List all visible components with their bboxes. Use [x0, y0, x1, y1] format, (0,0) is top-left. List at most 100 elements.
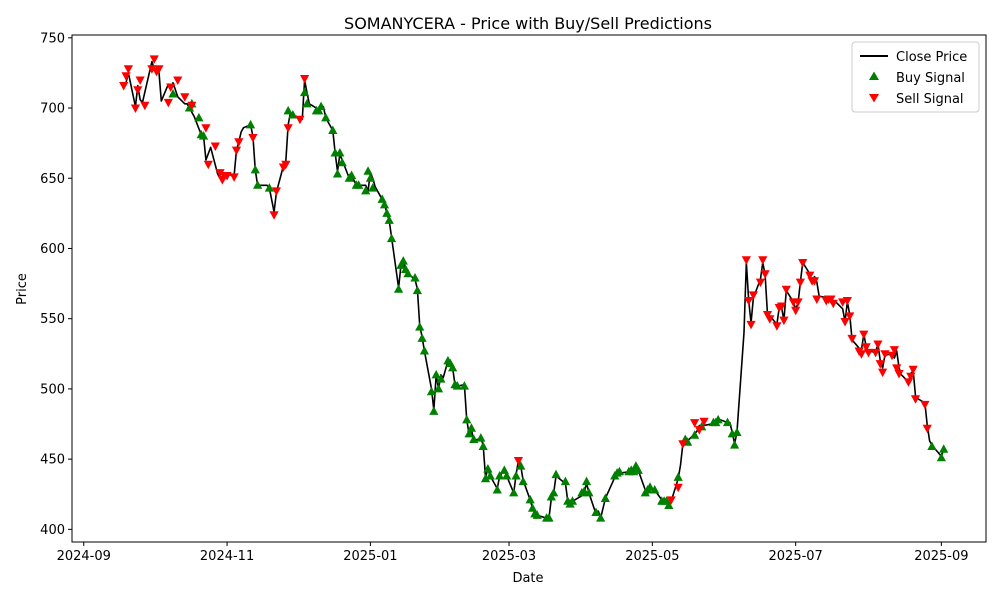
buy-signal-marker: [194, 112, 204, 122]
sell-signal-marker: [880, 350, 890, 359]
buy-signal-marker: [939, 444, 949, 453]
sell-signal-marker: [779, 316, 789, 326]
sell-signal-marker: [269, 211, 279, 220]
y-tick-label: 450: [40, 453, 65, 468]
sell-signal-marker: [878, 368, 888, 378]
sell-signal-marker: [859, 330, 869, 340]
sell-signal-marker: [231, 146, 242, 156]
buy-signal-marker: [732, 427, 742, 436]
sell-signal-marker: [215, 169, 225, 178]
sell-signal-marker: [875, 360, 885, 369]
sell-signal-marker: [149, 55, 159, 64]
sell-signal-marker: [908, 365, 918, 375]
sell-signal-marker: [765, 315, 775, 324]
sell-signal-marker: [283, 124, 293, 133]
buy-signal-marker: [485, 470, 495, 480]
buy-signal-marker: [354, 180, 364, 189]
buy-signal-marker: [335, 147, 345, 157]
buy-signal-marker: [433, 383, 444, 393]
y-tick-label: 500: [40, 382, 65, 397]
x-tick-label: 2024-09: [57, 549, 111, 564]
sell-signal-marker: [910, 395, 921, 404]
buy-signal-marker: [412, 285, 422, 295]
buy-signal-marker: [551, 469, 561, 479]
buy-signal-marker: [253, 180, 263, 189]
y-tick-label: 600: [40, 242, 65, 257]
x-tick-label: 2025-01: [343, 549, 397, 564]
sell-signal-marker: [889, 346, 899, 355]
buy-signal-marker: [448, 362, 458, 372]
buy-signal-marker: [393, 284, 404, 293]
sell-signal-marker: [234, 138, 244, 147]
buy-signal-marker: [245, 119, 256, 129]
x-tick-label: 2025-05: [625, 549, 679, 564]
sell-signal-marker: [173, 76, 183, 85]
sell-signal-marker: [121, 72, 131, 81]
buy-signal-marker: [633, 465, 643, 474]
buy-signal-marker: [480, 473, 491, 483]
sell-signal-marker: [690, 419, 700, 428]
sell-signal-marker: [201, 124, 211, 133]
sell-signal-marker: [248, 134, 258, 143]
buy-signal-marker: [729, 440, 740, 449]
buy-signal-marker: [544, 513, 554, 522]
sell-signal-marker: [140, 101, 150, 111]
buy-signal-marker: [264, 183, 274, 192]
buy-signal-marker: [365, 173, 376, 182]
sell-signal-marker: [741, 256, 751, 265]
legend-box: [851, 41, 980, 113]
buy-signal-marker: [382, 208, 392, 217]
sell-signal-marker: [678, 440, 688, 449]
sell-signal-marker: [847, 334, 857, 344]
sell-signal-marker: [130, 104, 141, 114]
sell-signal-marker: [746, 320, 756, 330]
sell-signal-marker: [873, 340, 883, 349]
buy-signal-marker: [321, 112, 331, 122]
x-tick-label: 2025-03: [482, 549, 536, 564]
x-tick-label: 2024-11: [200, 549, 254, 564]
sell-signal-marker: [920, 400, 930, 410]
buy-signal-marker: [464, 428, 474, 438]
buy-signal-marker: [426, 386, 437, 396]
sell-signal-marker: [180, 93, 190, 102]
buy-signal-marker: [452, 381, 462, 390]
buy-signal-marker: [525, 494, 535, 504]
sell-signal-marker: [856, 350, 867, 359]
sell-signal-marker: [673, 483, 683, 493]
sell-signal-marker: [812, 295, 822, 305]
buy-signal-marker: [549, 487, 559, 497]
y-axis-label: Price: [15, 273, 30, 305]
sell-signal-marker: [295, 115, 305, 125]
sell-signal-marker: [793, 298, 803, 307]
sell-signal-marker: [271, 187, 282, 196]
sell-signal-marker: [760, 270, 770, 279]
chart-title: SOMANYCERA - Price with Buy/Sell Predict…: [344, 14, 712, 33]
buy-signal-marker: [398, 256, 408, 265]
sell-signal-marker: [147, 65, 157, 74]
buy-signal-marker: [300, 87, 310, 97]
sell-signal-marker: [300, 75, 310, 84]
buy-signal-marker: [250, 164, 260, 174]
sell-signal-marker: [795, 278, 805, 288]
sell-signal-marker: [281, 160, 291, 170]
sell-signal-marker: [809, 277, 820, 286]
buy-signal-marker: [483, 463, 493, 473]
buy-signal-marker: [664, 500, 674, 509]
sell-signal-marker: [758, 256, 768, 265]
buy-signal-marker: [316, 101, 326, 111]
sell-signal-marker: [135, 76, 145, 85]
buy-signal-marker: [368, 183, 378, 192]
legend-sell-marker: [869, 94, 879, 103]
sell-signal-marker: [744, 296, 754, 306]
sell-signal-marker: [119, 82, 129, 91]
buy-signal-marker: [384, 215, 394, 224]
sell-signal-marker: [840, 318, 850, 327]
buy-signal-marker: [645, 482, 655, 491]
sell-signal-marker: [513, 457, 524, 466]
sell-signal-marker: [166, 83, 176, 92]
buy-signal-marker: [419, 345, 430, 355]
buy-signal-marker: [347, 170, 357, 179]
y-tick-label: 650: [40, 172, 65, 187]
buy-signal-marker: [431, 369, 441, 379]
